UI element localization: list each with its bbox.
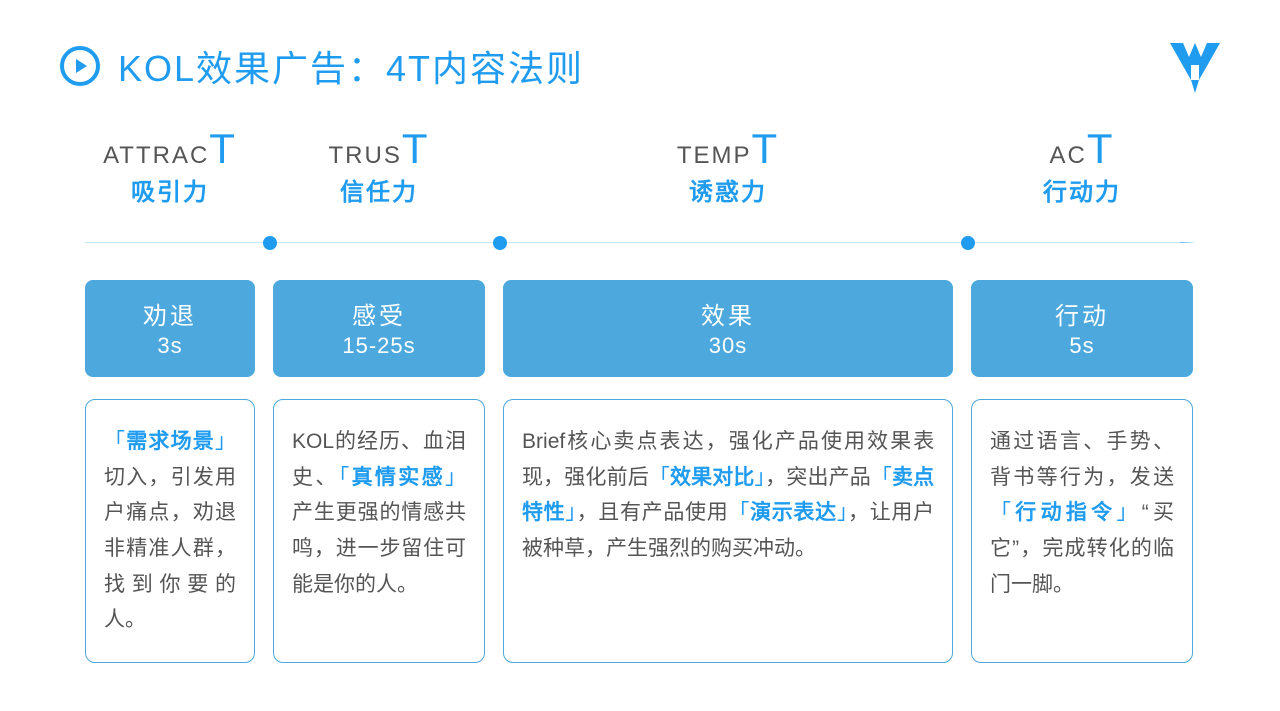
letter-t-icon: T [752, 132, 780, 166]
box-time: 5s [981, 333, 1183, 359]
desc-text: 」，且有产品使用「 [565, 501, 750, 524]
timeline: ATTRACT 吸引力 TRUST 信任力 TEMPT 诱惑力 ACT 行动力 [85, 132, 1195, 272]
box-title: 劝退 [95, 296, 245, 331]
header-trust: TRUST 信任力 [273, 132, 485, 207]
description-row: 「需求场景」切入，引发用户痛点，劝退非精准人群，找到你要的人。 KOL的经历、血… [85, 399, 1195, 663]
timeline-arrow-icon [85, 242, 1195, 244]
chn-label: 行动力 [971, 172, 1193, 207]
content-area: ATTRACT 吸引力 TRUST 信任力 TEMPT 诱惑力 ACT 行动力 [60, 132, 1220, 663]
eng-prefix: TRUS [329, 142, 402, 169]
timeline-dot [493, 236, 507, 250]
desc-attract: 「需求场景」切入，引发用户痛点，劝退非精准人群，找到你要的人。 [85, 399, 255, 663]
box-time: 15-25s [283, 333, 475, 359]
column-headers: ATTRACT 吸引力 TRUST 信任力 TEMPT 诱惑力 ACT 行动力 [85, 132, 1195, 207]
timeline-dot [263, 236, 277, 250]
eng-prefix: AC [1050, 142, 1087, 169]
chn-label: 吸引力 [85, 172, 255, 207]
box-time: 3s [95, 333, 245, 359]
brand-logo-icon [1165, 35, 1225, 95]
header-act: ACT 行动力 [971, 132, 1193, 207]
letter-t-icon: T [1087, 132, 1115, 166]
desc-trust: KOL的经历、血泪史、「真情实感」产生更强的情感共鸣，进一步留住可能是你的人。 [273, 399, 485, 663]
highlight: 行动指令 [1015, 501, 1116, 524]
stage-box-tempt: 效果 30s [503, 280, 953, 377]
box-title: 行动 [981, 296, 1183, 331]
stage-boxes-row: 劝退 3s 感受 15-25s 效果 30s 行动 5s [85, 280, 1195, 377]
highlight: 效果对比 [670, 466, 755, 489]
box-title: 效果 [513, 296, 943, 331]
highlight: 需求场景 [126, 430, 215, 453]
timeline-dot [961, 236, 975, 250]
highlight: 演示表达 [750, 501, 837, 524]
eng-prefix: TEMP [677, 142, 752, 169]
desc-text: 切入，引发用户痛点，劝退非精准人群，找到你要的人。 [104, 466, 236, 632]
box-title: 感受 [283, 296, 475, 331]
highlight: 真情实感 [352, 466, 445, 489]
letter-t-icon: T [209, 132, 237, 166]
desc-text: 」，突出产品「 [755, 466, 892, 489]
chn-label: 诱惑力 [503, 172, 953, 207]
eng-prefix: ATTRAC [103, 142, 209, 169]
stage-box-attract: 劝退 3s [85, 280, 255, 377]
stage-box-act: 行动 5s [971, 280, 1193, 377]
desc-tempt: Brief核心卖点表达，强化产品使用效果表现，强化前后「效果对比」，突出产品「卖… [503, 399, 953, 663]
header: KOL效果广告：4T内容法则 [60, 40, 1220, 92]
stage-box-trust: 感受 15-25s [273, 280, 485, 377]
header-attract: ATTRACT 吸引力 [85, 132, 255, 207]
slide: KOL效果广告：4T内容法则 ATTRACT 吸引力 TRUST 信任力 TEM… [0, 0, 1280, 711]
box-time: 30s [513, 333, 943, 359]
desc-act: 通过语言、手势、背书等行为，发送「行动指令」“买它”，完成转化的临门一脚。 [971, 399, 1193, 663]
chn-label: 信任力 [273, 172, 485, 207]
letter-t-icon: T [402, 132, 430, 166]
play-circle-icon [60, 46, 100, 86]
page-title: KOL效果广告：4T内容法则 [118, 40, 584, 92]
header-tempt: TEMPT 诱惑力 [503, 132, 953, 207]
